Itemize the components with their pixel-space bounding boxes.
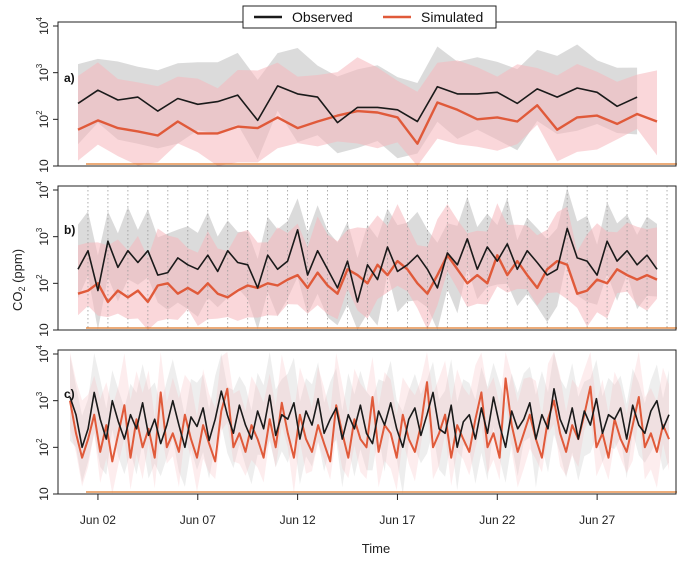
panel-2: b) 10 102 103 104: [35, 181, 677, 337]
y-axis-label-unit: (ppm): [10, 249, 25, 287]
y-tick-label: 103: [35, 391, 51, 409]
x-tick-label: Jun 07: [180, 513, 216, 527]
y-axis-label-subscript: 2: [17, 287, 27, 292]
simulated-series-line: [77, 253, 658, 304]
x-tick-label: Jun 27: [579, 513, 615, 527]
x-tick-label: Jun 22: [479, 513, 515, 527]
legend: Observed Simulated: [242, 5, 497, 29]
panel-border: [57, 349, 677, 495]
x-tick-label: Jun 12: [280, 513, 316, 527]
y-axis-label: CO2 (ppm): [10, 249, 27, 311]
y-tick-label: 104: [35, 345, 51, 363]
simulated-series-line: [69, 377, 670, 463]
panel-border: [57, 185, 677, 331]
panel-1: a) 10 102 103 104: [35, 17, 677, 173]
y-tick-label: 102: [35, 274, 51, 292]
panel-label: b): [64, 223, 75, 237]
y-tick-label: 104: [35, 181, 51, 199]
y-tick-label: 102: [35, 438, 51, 456]
y-tick-label: 102: [35, 110, 51, 128]
y-tick-label: 103: [35, 63, 51, 81]
panel-label: a): [64, 71, 75, 85]
legend-label-observed: Observed: [292, 9, 353, 25]
x-tick-label: Jun 02: [80, 513, 116, 527]
panel-label: c): [64, 387, 75, 401]
x-tick-label: Jun 17: [379, 513, 415, 527]
y-tick-label: 10: [37, 159, 51, 173]
panel-3: c) 10 102 103 104: [35, 345, 677, 501]
observed-series-line: [77, 227, 658, 303]
legend-box: [242, 5, 497, 29]
y-tick-label: 104: [35, 17, 51, 35]
y-tick-label: 10: [37, 487, 51, 501]
y-tick-label: 103: [35, 227, 51, 245]
panel-background: [58, 350, 677, 494]
x-axis-label: Time: [362, 541, 390, 556]
simulated-series-line: [77, 101, 658, 145]
observed-series-line: [69, 387, 670, 449]
observed-series-line: [77, 85, 638, 124]
legend-label-simulated: Simulated: [421, 9, 483, 25]
y-tick-label: 10: [37, 323, 51, 337]
